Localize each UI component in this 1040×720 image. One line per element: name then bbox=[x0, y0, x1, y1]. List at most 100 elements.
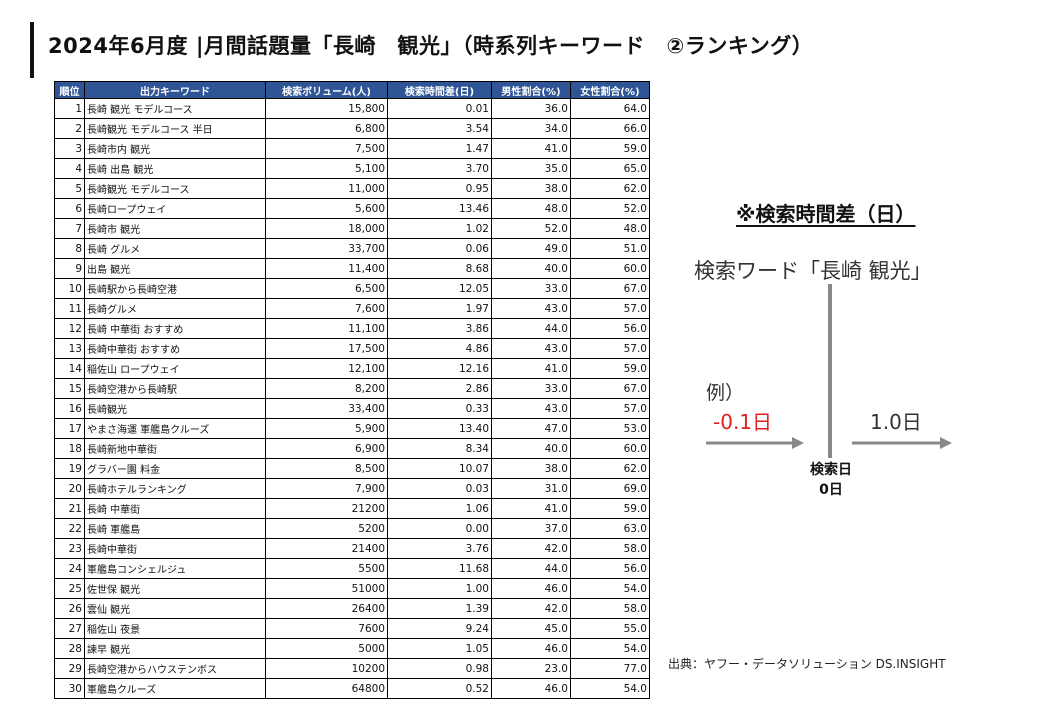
cell-male-ratio: 33.0 bbox=[491, 378, 571, 399]
cell-time-diff: 0.01 bbox=[387, 98, 492, 119]
cell-keyword: 稲佐山 夜景 bbox=[84, 618, 266, 639]
cell-male-ratio: 38.0 bbox=[491, 178, 571, 199]
cell-search-volume: 5000 bbox=[265, 638, 388, 659]
cell-rank: 21 bbox=[54, 498, 85, 519]
cell-keyword: 長崎観光 bbox=[84, 398, 266, 419]
right-arrow-icon bbox=[852, 437, 952, 449]
cell-rank: 17 bbox=[54, 418, 85, 439]
table-row: 12 長崎 中華街 おすすめ 11,100 3.86 44.0 56.0 bbox=[54, 318, 650, 339]
cell-rank: 7 bbox=[54, 218, 85, 239]
ranking-table-wrapper: 順位 出力キーワード 検索ボリューム(人) 検索時間差(日) 男性割合(%) 女… bbox=[54, 81, 650, 699]
cell-male-ratio: 46.0 bbox=[491, 638, 571, 659]
cell-rank: 2 bbox=[54, 118, 85, 139]
cell-search-volume: 17,500 bbox=[265, 338, 388, 359]
cell-rank: 19 bbox=[54, 458, 85, 479]
cell-male-ratio: 35.0 bbox=[491, 158, 571, 179]
table-row: 15 長崎空港から長崎駅 8,200 2.86 33.0 67.0 bbox=[54, 378, 650, 399]
table-row: 21 長崎 中華街 21200 1.06 41.0 59.0 bbox=[54, 498, 650, 519]
cell-female-ratio: 56.0 bbox=[570, 318, 650, 339]
table-row: 13 長崎中華街 おすすめ 17,500 4.86 43.0 57.0 bbox=[54, 338, 650, 359]
ranking-table: 順位 出力キーワード 検索ボリューム(人) 検索時間差(日) 男性割合(%) 女… bbox=[54, 81, 650, 699]
cell-search-volume: 12,100 bbox=[265, 358, 388, 379]
cell-keyword: 長崎中華街 おすすめ bbox=[84, 338, 266, 359]
cell-search-volume: 26400 bbox=[265, 598, 388, 619]
negative-example-label: -0.1日 bbox=[713, 410, 773, 434]
cell-male-ratio: 44.0 bbox=[491, 318, 571, 339]
cell-female-ratio: 67.0 bbox=[570, 278, 650, 299]
cell-time-diff: 13.46 bbox=[387, 198, 492, 219]
header-rank: 順位 bbox=[54, 81, 85, 99]
table-row: 2 長崎観光 モデルコース 半日 6,800 3.54 34.0 66.0 bbox=[54, 118, 650, 139]
cell-search-volume: 5,100 bbox=[265, 158, 388, 179]
title-accent-bar bbox=[30, 22, 34, 78]
cell-search-volume: 21200 bbox=[265, 498, 388, 519]
table-row: 17 やまさ海運 軍艦島クルーズ 5,900 13.40 47.0 53.0 bbox=[54, 418, 650, 439]
table-row: 6 長崎ロープウェイ 5,600 13.46 48.0 52.0 bbox=[54, 198, 650, 219]
cell-time-diff: 11.68 bbox=[387, 558, 492, 579]
cell-time-diff: 1.39 bbox=[387, 598, 492, 619]
cell-time-diff: 1.02 bbox=[387, 218, 492, 239]
cell-female-ratio: 62.0 bbox=[570, 178, 650, 199]
cell-keyword: 長崎 軍艦島 bbox=[84, 518, 266, 539]
search-day-line bbox=[828, 284, 832, 458]
cell-keyword: 長崎駅から長崎空港 bbox=[84, 278, 266, 299]
cell-female-ratio: 59.0 bbox=[570, 138, 650, 159]
table-row: 28 諫早 観光 5000 1.05 46.0 54.0 bbox=[54, 638, 650, 659]
cell-keyword: 雲仙 観光 bbox=[84, 598, 266, 619]
cell-search-volume: 8,200 bbox=[265, 378, 388, 399]
cell-keyword: グラバー園 料金 bbox=[84, 458, 266, 479]
cell-male-ratio: 43.0 bbox=[491, 298, 571, 319]
cell-rank: 25 bbox=[54, 578, 85, 599]
table-body: 1 長崎 観光 モデルコース 15,800 0.01 36.0 64.0 2 長崎観光 モデル… bbox=[54, 98, 650, 699]
cell-rank: 5 bbox=[54, 178, 85, 199]
example-label: 例） bbox=[706, 382, 745, 404]
cell-time-diff: 8.68 bbox=[387, 258, 492, 279]
table-row: 27 稲佐山 夜景 7600 9.24 45.0 55.0 bbox=[54, 618, 650, 639]
table-row: 30 軍艦島クルーズ 64800 0.52 46.0 54.0 bbox=[54, 678, 650, 699]
cell-male-ratio: 38.0 bbox=[491, 458, 571, 479]
cell-female-ratio: 66.0 bbox=[570, 118, 650, 139]
cell-time-diff: 2.86 bbox=[387, 378, 492, 399]
page-title: 2024年6月度 |月間話題量「長崎 観光」（時系列キーワード ②ランキング） bbox=[48, 34, 814, 58]
source-credit: 出典：ヤフー・データソリューション DS.INSIGHT bbox=[668, 657, 946, 671]
cell-keyword: 長崎観光 モデルコース bbox=[84, 178, 266, 199]
cell-keyword: 長崎市内 観光 bbox=[84, 138, 266, 159]
cell-rank: 27 bbox=[54, 618, 85, 639]
cell-keyword: やまさ海運 軍艦島クルーズ bbox=[84, 418, 266, 439]
cell-keyword: 長崎 出島 観光 bbox=[84, 158, 266, 179]
cell-time-diff: 3.86 bbox=[387, 318, 492, 339]
cell-search-volume: 11,400 bbox=[265, 258, 388, 279]
cell-search-volume: 6,900 bbox=[265, 438, 388, 459]
table-row: 16 長崎観光 33,400 0.33 43.0 57.0 bbox=[54, 398, 650, 419]
cell-male-ratio: 45.0 bbox=[491, 618, 571, 639]
table-header-row: 順位 出力キーワード 検索ボリューム(人) 検索時間差(日) 男性割合(%) 女… bbox=[54, 81, 650, 99]
cell-keyword: 諫早 観光 bbox=[84, 638, 266, 659]
header-keyword: 出力キーワード bbox=[84, 81, 266, 99]
cell-male-ratio: 43.0 bbox=[491, 398, 571, 419]
cell-search-volume: 11,000 bbox=[265, 178, 388, 199]
search-day-label: 検索日 0日 bbox=[796, 460, 866, 500]
cell-female-ratio: 58.0 bbox=[570, 598, 650, 619]
cell-rank: 28 bbox=[54, 638, 85, 659]
cell-keyword: 長崎 中華街 おすすめ bbox=[84, 318, 266, 339]
cell-search-volume: 18,000 bbox=[265, 218, 388, 239]
cell-rank: 9 bbox=[54, 258, 85, 279]
cell-female-ratio: 52.0 bbox=[570, 198, 650, 219]
cell-keyword: 長崎 グルメ bbox=[84, 238, 266, 259]
cell-search-volume: 7,500 bbox=[265, 138, 388, 159]
cell-time-diff: 0.98 bbox=[387, 658, 492, 679]
cell-search-volume: 11,100 bbox=[265, 318, 388, 339]
cell-rank: 11 bbox=[54, 298, 85, 319]
cell-time-diff: 8.34 bbox=[387, 438, 492, 459]
cell-time-diff: 1.00 bbox=[387, 578, 492, 599]
cell-female-ratio: 59.0 bbox=[570, 498, 650, 519]
table-row: 14 稲佐山 ロープウェイ 12,100 12.16 41.0 59.0 bbox=[54, 358, 650, 379]
cell-male-ratio: 49.0 bbox=[491, 238, 571, 259]
cell-rank: 16 bbox=[54, 398, 85, 419]
cell-time-diff: 0.06 bbox=[387, 238, 492, 259]
cell-keyword: 軍艦島コンシェルジュ bbox=[84, 558, 266, 579]
cell-female-ratio: 57.0 bbox=[570, 338, 650, 359]
table-row: 7 長崎市 観光 18,000 1.02 52.0 48.0 bbox=[54, 218, 650, 239]
cell-time-diff: 3.70 bbox=[387, 158, 492, 179]
cell-rank: 23 bbox=[54, 538, 85, 559]
